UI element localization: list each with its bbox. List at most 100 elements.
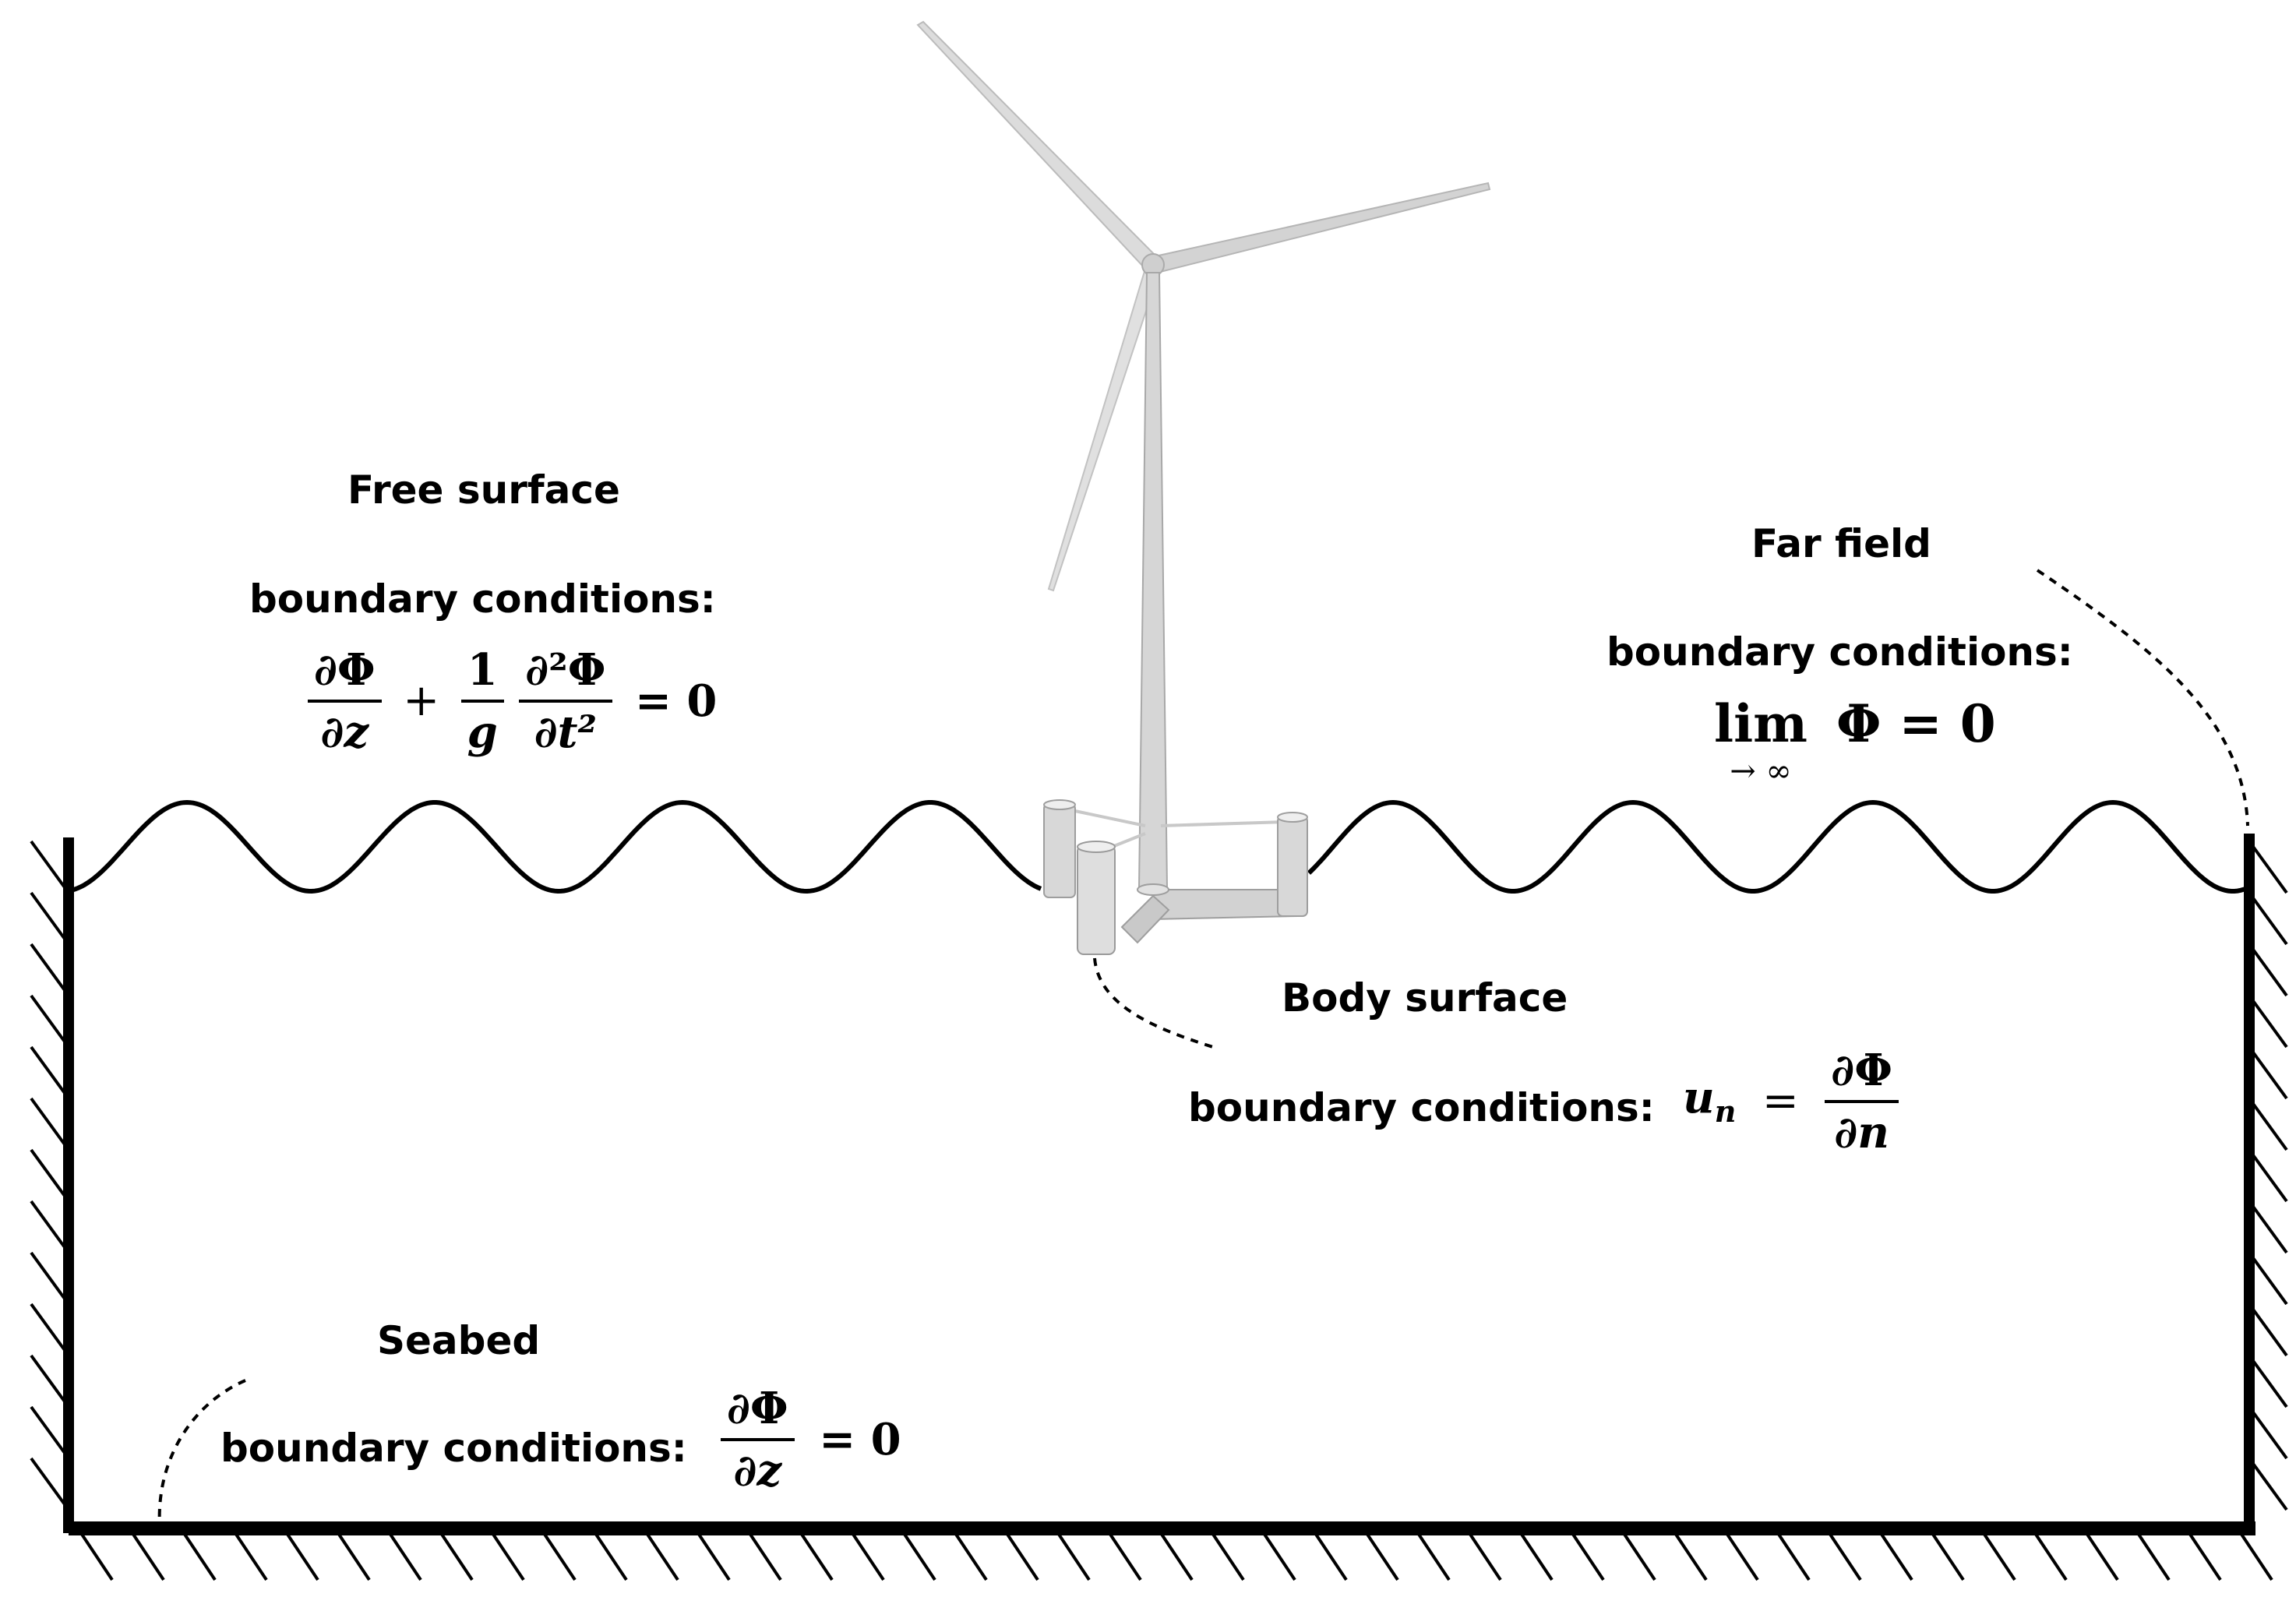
seabed-hatch [2185, 1527, 2222, 1581]
seabed-hatch [1053, 1527, 1091, 1581]
seabed-frac-den: ∂z [733, 1445, 782, 1497]
free-surface-frac1-den: ∂z [320, 707, 369, 758]
body-surface-lhs-u: u [1683, 1072, 1715, 1124]
seabed-hatch [1979, 1527, 2016, 1581]
column-front-left [1077, 844, 1116, 955]
right-wall-hatch [2248, 1148, 2288, 1203]
seabed-rhs: = 0 [819, 1414, 901, 1465]
far-field-limit: lim → ∞ [1714, 698, 1808, 787]
seabed-hatch [796, 1527, 834, 1581]
free-surface-wave-right [1307, 799, 2248, 894]
body-surface-lhs: un [1683, 1076, 1736, 1126]
free-surface-title: Free surface [347, 467, 620, 513]
seabed-frac: ∂Φ ∂z [721, 1387, 795, 1493]
right-wall-hatch [2248, 891, 2288, 946]
body-surface-leader [1093, 957, 1216, 1049]
left-wall-hatch [30, 1405, 70, 1460]
left-wall-hatch [30, 1303, 70, 1357]
seabed-hatch [1619, 1527, 1656, 1581]
seabed-bc-label: boundary conditions: [220, 1426, 687, 1471]
turbine-blade-upper [916, 20, 1159, 270]
free-surface-frac3: ∂²Φ ∂t² [519, 648, 612, 754]
turbine-tower [1137, 272, 1169, 889]
seabed-hatch [282, 1527, 319, 1581]
turbine-blade-right [1150, 182, 1491, 274]
seabed-hatch [591, 1527, 628, 1581]
body-surface-lhs-sub: n [1714, 1094, 1737, 1130]
far-field-lim-text: lim [1714, 693, 1808, 754]
domain-boundary [63, 834, 2255, 1535]
right-wall-hatch [2248, 1200, 2288, 1254]
brace-1 [1070, 809, 1146, 827]
seabed-hatch [1773, 1527, 1811, 1581]
body-surface-equals: = [1762, 1076, 1799, 1126]
body-surface-frac: ∂Φ ∂n [1825, 1049, 1899, 1155]
seabed-hatch [1516, 1527, 1554, 1581]
right-wall-hatch [2248, 994, 2288, 1049]
seabed-hatch [1310, 1527, 1348, 1581]
seabed-hatch [1568, 1527, 1605, 1581]
column-right [1277, 816, 1308, 917]
left-wall-hatch [30, 1457, 70, 1511]
seabed-hatch [231, 1527, 268, 1581]
seabed-frac-num: ∂Φ [721, 1387, 795, 1441]
seabed-hatch [436, 1527, 474, 1581]
body-surface-frac-den: ∂n [1834, 1107, 1889, 1158]
far-field-title: Far field [1751, 521, 1931, 566]
seabed-hatch [950, 1527, 988, 1581]
seabed-hatch [1156, 1527, 1194, 1581]
right-wall-hatch [2248, 1251, 2288, 1306]
pontoon-right [1152, 889, 1298, 921]
wall-hatching [30, 840, 2288, 1581]
free-surface-bc-label: boundary conditions: [249, 576, 716, 622]
seabed-hatch [1876, 1527, 1913, 1581]
seabed-hatch [642, 1527, 679, 1581]
far-field-leader [2036, 569, 2249, 827]
seabed-hatch [179, 1527, 217, 1581]
left-wall-hatch [30, 1148, 70, 1203]
far-field-body: Φ = 0 [1836, 693, 1996, 754]
free-surface-frac2-num: 1 [460, 648, 504, 703]
free-surface-frac2-den: g [467, 707, 498, 758]
seabed-hatch [1259, 1527, 1296, 1581]
free-surface-equation: ∂Φ ∂z + 1 g ∂²Φ ∂t² = 0 [308, 648, 717, 754]
free-surface-rhs: = 0 [635, 675, 718, 727]
seabed-hatch [1722, 1527, 1759, 1581]
seabed-hatch [2236, 1527, 2273, 1581]
column-front-left-top [1077, 841, 1116, 853]
right-wall-hatch [2248, 840, 2288, 894]
right-wall-hatch [2248, 943, 2288, 997]
leader-lines [157, 569, 2249, 1528]
tower-base [1137, 883, 1169, 896]
left-wall-hatch [30, 994, 70, 1049]
free-surface-frac3-num: ∂²Φ [519, 648, 612, 703]
right-wall-hatch [2248, 1354, 2288, 1408]
seabed-hatch [1413, 1527, 1451, 1581]
free-surface-frac1: ∂Φ ∂z [308, 648, 382, 754]
seabed-hatch [539, 1527, 577, 1581]
seabed-hatch [745, 1527, 782, 1581]
seabed-hatch [1927, 1527, 1965, 1581]
seabed-hatch [333, 1527, 371, 1581]
left-wall-hatch [30, 1200, 70, 1254]
left-wall-hatch [30, 891, 70, 946]
seabed-hatch [1670, 1527, 1708, 1581]
free-surface-frac1-num: ∂Φ [308, 648, 382, 703]
seabed-title: Seabed [377, 1318, 541, 1363]
seabed-hatch [1002, 1527, 1039, 1581]
left-wall-hatch [30, 943, 70, 997]
left-wall-hatch [30, 1097, 70, 1151]
left-wall-hatch [30, 1045, 70, 1100]
seabed-hatch [1105, 1527, 1142, 1581]
body-surface-frac-num: ∂Φ [1825, 1049, 1899, 1103]
seabed-hatch [693, 1527, 731, 1581]
brace-2 [1160, 820, 1286, 827]
seabed-equation: ∂Φ ∂z = 0 [721, 1387, 901, 1493]
wind-turbine [916, 20, 1491, 955]
seabed-hatch [2030, 1527, 2068, 1581]
seabed-hatch [488, 1527, 525, 1581]
right-wall-hatch [2248, 1097, 2288, 1151]
seabed-hatch [1208, 1527, 1245, 1581]
seabed-leader [157, 1379, 246, 1528]
